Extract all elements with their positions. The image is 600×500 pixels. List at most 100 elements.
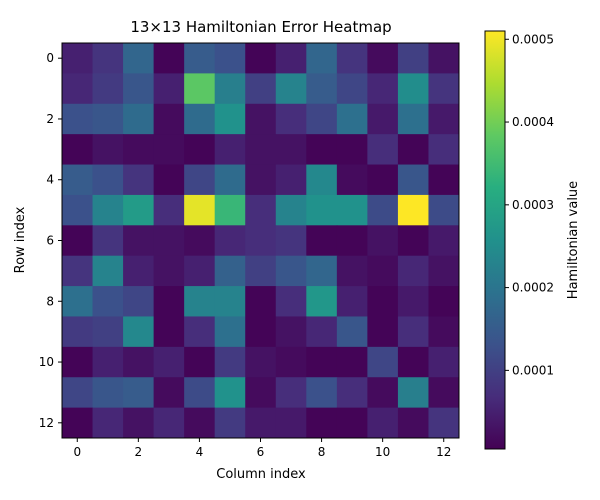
x-axis-ticks: 0 2 4 6 8 10 12 bbox=[73, 438, 451, 459]
x-tick-label: 2 bbox=[135, 445, 143, 459]
heatmap-cell-r9-c8 bbox=[306, 316, 338, 348]
heatmap-cell-r1-c5 bbox=[214, 73, 246, 105]
heatmap-cell-r11-c8 bbox=[306, 377, 338, 409]
y-tick-label: 12 bbox=[39, 416, 54, 430]
heatmap-cell-r1-c0 bbox=[62, 73, 94, 105]
y-axis-ticks: 0 2 4 6 8 10 12 bbox=[39, 51, 62, 430]
heatmap-cell-r4-c8 bbox=[306, 164, 338, 196]
heatmap-cell-r2-c7 bbox=[275, 103, 307, 135]
heatmap-cell-r1-c11 bbox=[397, 73, 429, 105]
heatmap-cell-r11-c2 bbox=[123, 377, 155, 409]
heatmap-cell-r5-c7 bbox=[275, 194, 307, 226]
heatmap-cell-r3-c4 bbox=[184, 134, 216, 166]
heatmap-cell-r8-c2 bbox=[123, 286, 155, 317]
heatmap-cell-r9-c2 bbox=[123, 316, 155, 348]
y-tick-label: 10 bbox=[39, 355, 54, 369]
heatmap-cell-r6-c3 bbox=[153, 225, 185, 257]
heatmap-cell-r0-c11 bbox=[397, 43, 429, 74]
heatmap-cell-r5-c5 bbox=[214, 194, 246, 226]
heatmap-cell-r12-c12 bbox=[428, 407, 460, 439]
heatmap-cell-r0-c5 bbox=[214, 43, 246, 74]
y-tick-label: 8 bbox=[46, 294, 54, 308]
heatmap-cell-r4-c7 bbox=[275, 164, 307, 196]
x-tick-label: 8 bbox=[318, 445, 326, 459]
heatmap-cell-r8-c6 bbox=[245, 286, 277, 317]
heatmap-cell-r2-c6 bbox=[245, 103, 277, 135]
colorbar-tick-label: 0.0001 bbox=[512, 363, 554, 377]
heatmap-cell-r8-c11 bbox=[397, 286, 429, 317]
heatmap-cell-r9-c6 bbox=[245, 316, 277, 348]
heatmap-cell-r1-c12 bbox=[428, 73, 460, 105]
colorbar bbox=[484, 30, 506, 450]
heatmap-cell-r12-c11 bbox=[397, 407, 429, 439]
heatmap-cell-r7-c7 bbox=[275, 255, 307, 287]
heatmap-cell-r11-c3 bbox=[153, 377, 185, 409]
colorbar-tick-label: 0.0005 bbox=[512, 32, 554, 46]
heatmap-cell-r0-c6 bbox=[245, 43, 277, 74]
heatmap-cell-r7-c2 bbox=[123, 255, 155, 287]
heatmap-cell-r0-c1 bbox=[92, 43, 124, 74]
heatmap-cell-r5-c9 bbox=[336, 194, 368, 226]
heatmap-cell-r10-c12 bbox=[428, 346, 460, 378]
heatmap-cell-r12-c6 bbox=[245, 407, 277, 439]
y-tick-label: 4 bbox=[46, 173, 54, 187]
heatmap-cell-r1-c10 bbox=[367, 73, 399, 105]
heatmap-cell-r0-c8 bbox=[306, 43, 338, 74]
heatmap-cell-r1-c1 bbox=[92, 73, 124, 105]
heatmap-cell-r6-c12 bbox=[428, 225, 460, 257]
heatmap-cell-r5-c3 bbox=[153, 194, 185, 226]
colorbar-tick-label: 0.0002 bbox=[512, 281, 554, 295]
heatmap-cell-r7-c0 bbox=[62, 255, 94, 287]
heatmap-cell-r11-c5 bbox=[214, 377, 246, 409]
heatmap-cell-r7-c6 bbox=[245, 255, 277, 287]
colorbar-tick-label: 0.0003 bbox=[512, 198, 554, 212]
heatmap-cell-r2-c10 bbox=[367, 103, 399, 135]
heatmap-cell-r11-c10 bbox=[367, 377, 399, 409]
heatmap-cell-r0-c4 bbox=[184, 43, 216, 74]
heatmap-cell-r5-c10 bbox=[367, 194, 399, 226]
heatmap-cell-r12-c3 bbox=[153, 407, 185, 439]
heatmap-cell-r5-c1 bbox=[92, 194, 124, 226]
heatmap-cell-r9-c1 bbox=[92, 316, 124, 348]
heatmap-cell-r8-c9 bbox=[336, 286, 368, 317]
colorbar-tick-label: 0.0004 bbox=[512, 115, 554, 129]
heatmap-cell-r0-c0 bbox=[62, 43, 94, 74]
heatmap-cell-r7-c10 bbox=[367, 255, 399, 287]
heatmap-cell-r5-c11 bbox=[397, 194, 429, 226]
heatmap-cell-r11-c1 bbox=[92, 377, 124, 409]
heatmap-cell-r8-c5 bbox=[214, 286, 246, 317]
heatmap-cell-r1-c9 bbox=[336, 73, 368, 105]
heatmap-cell-r8-c7 bbox=[275, 286, 307, 317]
heatmap-cell-r7-c9 bbox=[336, 255, 368, 287]
heatmap-cell-r8-c1 bbox=[92, 286, 124, 317]
heatmap-cell-r0-c2 bbox=[123, 43, 155, 74]
heatmap-cell-r3-c3 bbox=[153, 134, 185, 166]
heatmap-cell-r8-c12 bbox=[428, 286, 460, 317]
heatmap-cell-r2-c5 bbox=[214, 103, 246, 135]
heatmap-cell-r12-c8 bbox=[306, 407, 338, 439]
chart-title: 13×13 Hamiltonian Error Heatmap bbox=[130, 18, 391, 36]
heatmap-cell-r3-c10 bbox=[367, 134, 399, 166]
heatmap-cell-r3-c12 bbox=[428, 134, 460, 166]
heatmap-cell-r6-c6 bbox=[245, 225, 277, 257]
heatmap-cell-r6-c8 bbox=[306, 225, 338, 257]
heatmap-cell-r4-c1 bbox=[92, 164, 124, 196]
heatmap-cell-r10-c11 bbox=[397, 346, 429, 378]
heatmap-cell-r1-c2 bbox=[123, 73, 155, 105]
heatmap-cell-r1-c3 bbox=[153, 73, 185, 105]
heatmap-cell-r11-c4 bbox=[184, 377, 216, 409]
heatmap-cell-r0-c7 bbox=[275, 43, 307, 74]
heatmap-cell-r9-c5 bbox=[214, 316, 246, 348]
heatmap-cell-r7-c3 bbox=[153, 255, 185, 287]
heatmap-cell-r3-c6 bbox=[245, 134, 277, 166]
x-tick-label: 4 bbox=[196, 445, 204, 459]
heatmap-cell-r3-c8 bbox=[306, 134, 338, 166]
heatmap-cell-r7-c5 bbox=[214, 255, 246, 287]
heatmap-cell-r4-c9 bbox=[336, 164, 368, 196]
heatmap-cell-r12-c2 bbox=[123, 407, 155, 439]
y-tick-label: 6 bbox=[46, 234, 54, 248]
heatmap-cell-r1-c6 bbox=[245, 73, 277, 105]
heatmap-cell-r10-c5 bbox=[214, 346, 246, 378]
heatmap-cell-r11-c9 bbox=[336, 377, 368, 409]
heatmap-cell-r10-c10 bbox=[367, 346, 399, 378]
